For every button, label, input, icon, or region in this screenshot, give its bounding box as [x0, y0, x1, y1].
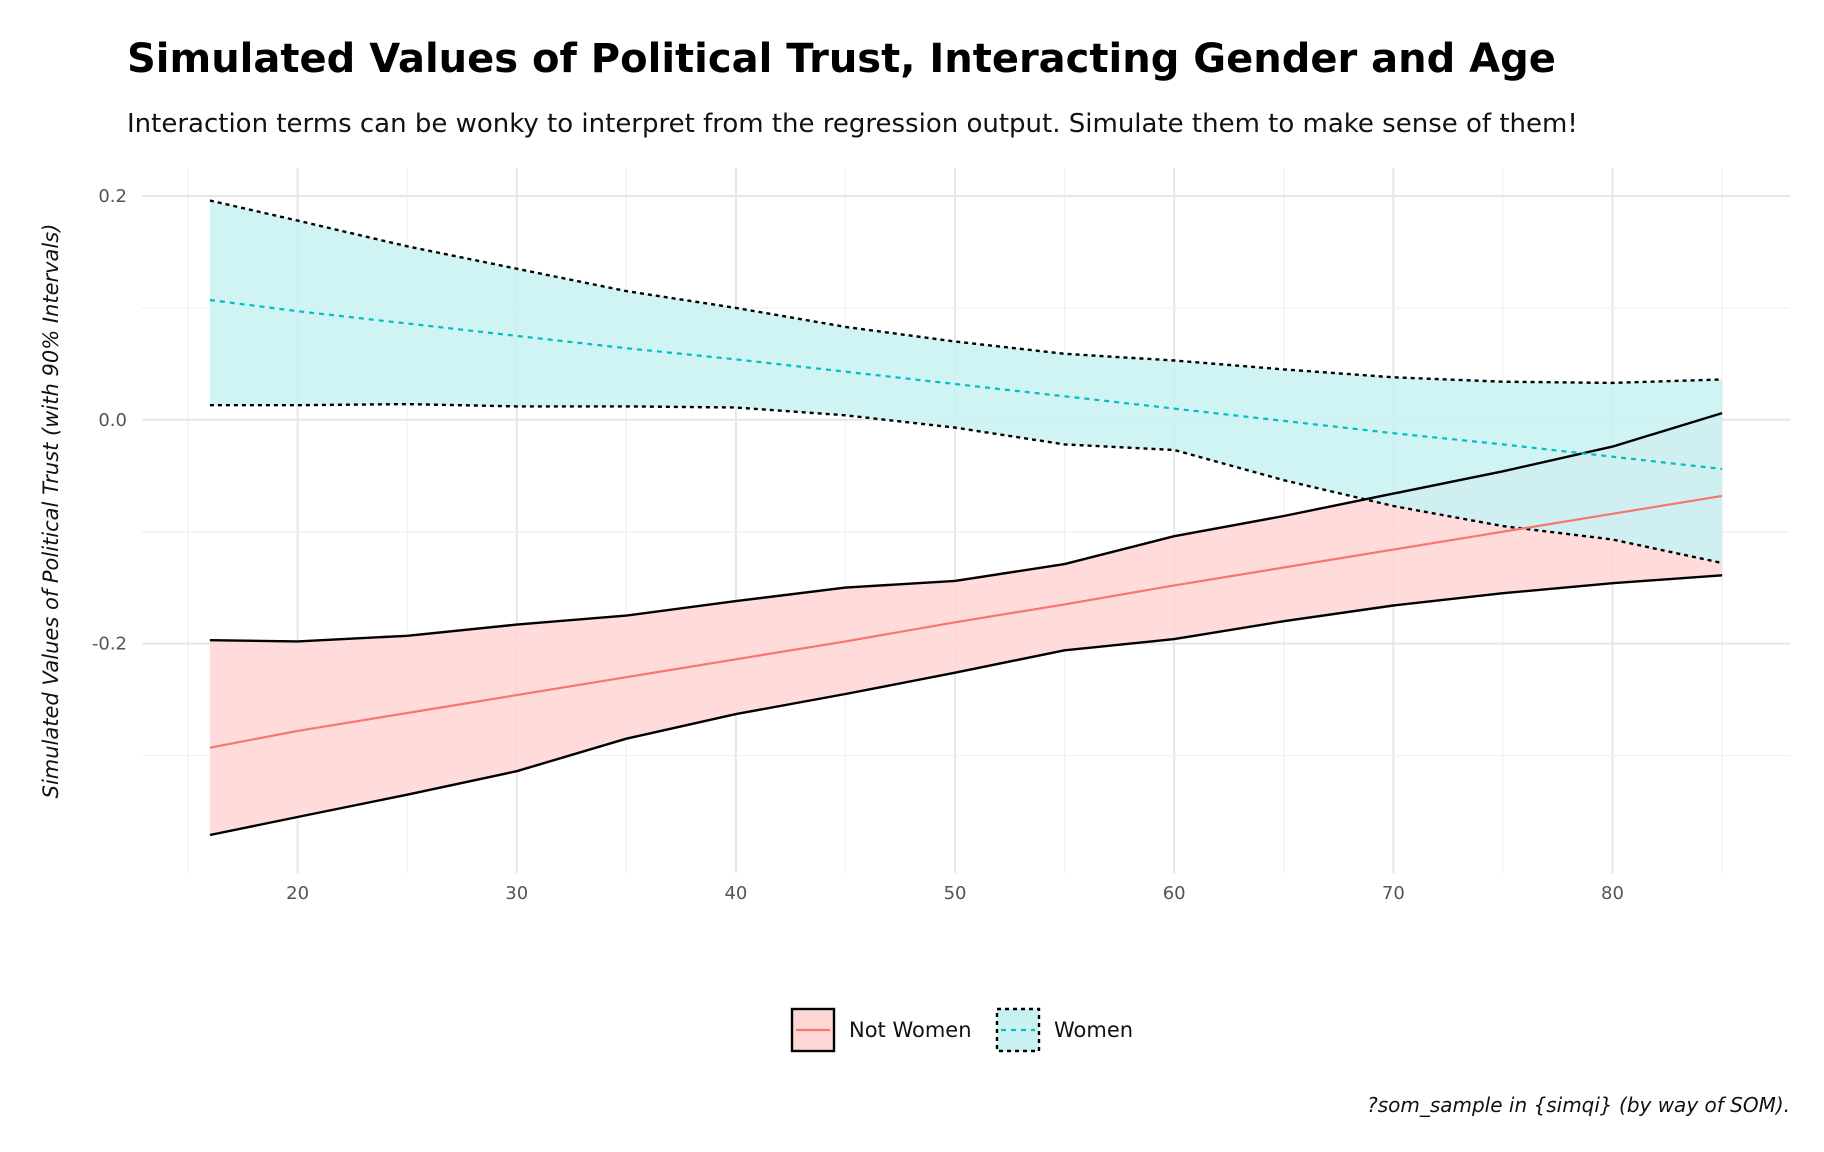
y-tick-label-0: 0.2: [98, 186, 127, 207]
x-tick-label-3: 50: [944, 883, 967, 904]
chart-caption: ?som_sample in {simqi} (by way of SOM).: [1367, 1093, 1790, 1117]
upper-bound-not-women: [209, 411, 1723, 643]
legend-label-not-women: Not Women: [849, 1018, 972, 1042]
x-tick-label-4: 60: [1163, 883, 1186, 904]
mean-lines: [209, 298, 1723, 749]
chart-subtitle: Interaction terms can be wonky to interp…: [127, 109, 1578, 139]
y-tick-label-2: -0.2: [92, 634, 127, 655]
x-tick-label-5: 70: [1382, 883, 1405, 904]
y-axis-label: Simulated Values of Political Trust (wit…: [39, 224, 63, 799]
mean-line-not-women: [209, 494, 1723, 749]
band-not-women: [209, 413, 1723, 835]
y-axis-ticks: 0.2 0.0 -0.2: [92, 186, 127, 655]
lower-bound-not-women: [209, 574, 1723, 837]
legend-label-women: Women: [1054, 1018, 1133, 1042]
x-tick-label-6: 80: [1601, 883, 1624, 904]
chart-title: Simulated Values of Political Trust, Int…: [127, 36, 1556, 82]
mean-line-women: [209, 298, 1723, 471]
x-tick-label-0: 20: [286, 883, 309, 904]
legend: Not Women Women: [790, 1007, 1133, 1053]
legend-item-not-women: Not Women: [790, 1007, 972, 1053]
interval-bands: [209, 200, 1723, 835]
x-axis-ticks: 20 30 40 50 60 70 80: [286, 883, 1624, 904]
legend-item-women: Women: [995, 1007, 1133, 1053]
band-women: [209, 200, 1723, 563]
interval-bounds: [209, 199, 1723, 837]
x-tick-label-2: 40: [724, 883, 747, 904]
x-tick-label-1: 30: [505, 883, 528, 904]
y-tick-label-1: 0.0: [98, 410, 127, 431]
lower-bound-women: [209, 402, 1723, 565]
